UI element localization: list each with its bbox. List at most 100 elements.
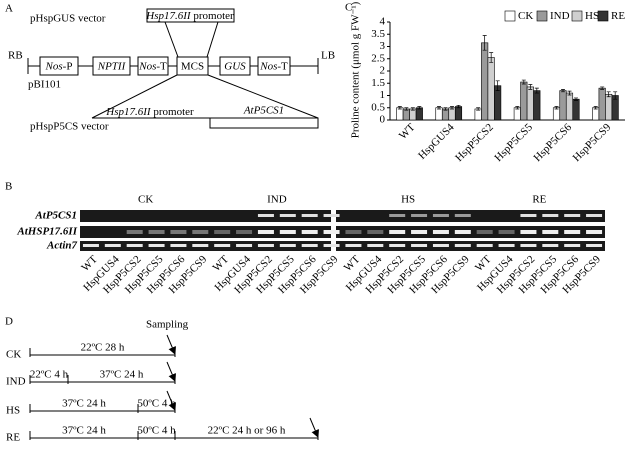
italic-part: Hsp17.6II	[105, 106, 152, 118]
panel-label: C	[345, 2, 352, 14]
element-box	[257, 56, 291, 76]
element-box	[219, 56, 251, 76]
band	[170, 230, 187, 234]
error-bar	[606, 91, 611, 98]
band	[389, 214, 406, 217]
x-tick-label: HspP5CS9	[571, 121, 614, 164]
lb-label: LB	[321, 50, 335, 62]
segment-label: 22ºC 28 h	[81, 342, 125, 354]
rich-label: Nos-P	[45, 60, 73, 72]
bar	[487, 57, 495, 121]
band	[542, 244, 559, 247]
band	[257, 244, 274, 247]
condition-label: IND	[267, 194, 287, 206]
band	[520, 214, 537, 217]
rich-label: GUS	[224, 60, 246, 72]
error-bar	[521, 79, 526, 85]
x-tick-label: HspP5CS2	[453, 121, 496, 164]
legend-label: HS	[585, 10, 599, 22]
y-tick-label: 1	[380, 89, 386, 101]
legend-swatch	[504, 10, 516, 22]
bar	[552, 107, 561, 121]
band	[411, 214, 428, 217]
gel-row-label: AtHSP17.6II	[16, 226, 77, 238]
y-axis-label: Proline content (μmol g FW⁻¹)	[350, 1, 362, 138]
element-box	[92, 56, 131, 76]
error-bar	[534, 87, 539, 94]
italic-part: Hsp17.6II	[145, 10, 192, 22]
y-tick-label: 3.5	[371, 28, 385, 40]
x-tick-label: HspGUS4	[416, 121, 457, 162]
x-tick-label: HspP5CS6	[532, 121, 575, 164]
error-bar	[574, 97, 578, 101]
band	[301, 214, 318, 217]
error-bar	[417, 106, 422, 110]
sampling-arrow	[166, 361, 176, 382]
rich-label: Nos-T	[259, 60, 288, 72]
error-bar	[476, 107, 481, 111]
band	[520, 230, 537, 234]
y-tick-label: 4	[380, 16, 386, 28]
plain-part: promoter	[191, 10, 234, 22]
bar	[441, 108, 450, 121]
bar	[481, 42, 489, 121]
error-bar	[495, 80, 500, 91]
bar	[415, 107, 423, 121]
timeline-label: IND	[6, 376, 26, 388]
band	[279, 244, 296, 247]
gel	[80, 210, 331, 222]
error-bar	[482, 35, 487, 51]
legend-swatch	[571, 10, 583, 22]
error-bar	[613, 91, 618, 100]
band	[389, 230, 406, 234]
bar	[572, 98, 580, 121]
element-box	[176, 56, 209, 76]
band	[279, 214, 296, 217]
element-box	[137, 56, 169, 76]
bar	[520, 81, 528, 121]
band	[586, 244, 603, 247]
bar	[396, 107, 404, 121]
bar	[598, 87, 606, 121]
sampling-arrow	[166, 390, 176, 411]
italic-part: Nos	[45, 60, 63, 72]
rich-label: NPTII	[97, 60, 127, 72]
y-tick-label: 2.5	[371, 52, 385, 64]
plain-part: -P	[63, 60, 73, 72]
gel-row-label: Actin7	[46, 240, 77, 252]
band	[236, 244, 253, 247]
band	[126, 230, 143, 234]
error-bar	[397, 106, 402, 110]
italic-part: Nos	[259, 60, 277, 72]
rich-label: Hsp17.6II promoter	[105, 106, 194, 118]
segment-label: 50ºC 4 h	[137, 425, 176, 437]
band	[564, 214, 581, 217]
band	[432, 230, 449, 234]
band	[389, 244, 406, 247]
error-bar	[450, 106, 454, 110]
band	[498, 230, 515, 234]
italic-part: Nos	[138, 60, 156, 72]
band	[301, 244, 318, 247]
band	[520, 244, 537, 247]
error-bar	[528, 84, 533, 90]
vector-label: pHspGUS vector	[30, 13, 106, 25]
error-bar	[593, 106, 598, 110]
band	[586, 214, 603, 217]
rich-label: Nos-T	[138, 60, 167, 72]
band	[82, 244, 99, 247]
error-bar	[410, 107, 415, 111]
band	[411, 230, 428, 234]
error-bar	[404, 107, 409, 111]
bar	[592, 107, 600, 121]
bar	[605, 93, 613, 121]
condition-label: RE	[532, 194, 546, 206]
error-bar	[489, 52, 494, 63]
timeline-label: RE	[6, 432, 20, 444]
gene-label: AtP5CS1	[243, 105, 284, 117]
backbone-label: pBI101	[28, 79, 61, 91]
y-tick-label: 0	[380, 114, 386, 126]
error-bar	[437, 106, 441, 110]
vector-label: pHspP5CS vector	[30, 121, 109, 133]
